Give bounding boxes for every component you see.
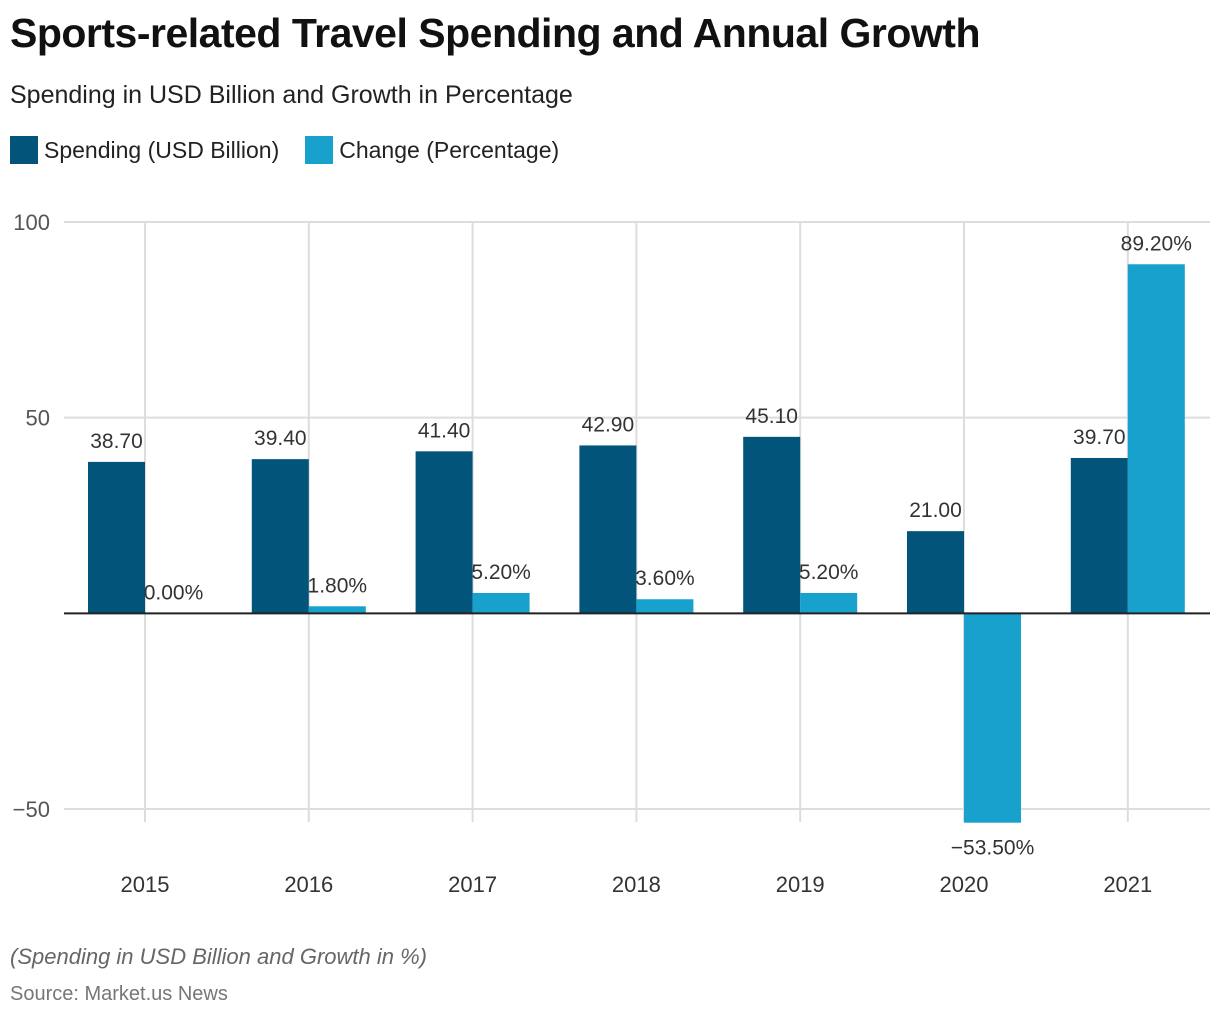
chart-subtitle: Spending in USD Billion and Growth in Pe… bbox=[10, 81, 573, 109]
chart-title: Sports-related Travel Spending and Annua… bbox=[10, 10, 981, 56]
x-tick-label: 2016 bbox=[284, 872, 333, 897]
y-tick-label: 50 bbox=[26, 406, 50, 431]
legend-item-change[interactable]: Change (Percentage) bbox=[305, 136, 559, 164]
bar-change bbox=[636, 599, 694, 614]
data-label-change: 89.20% bbox=[1121, 232, 1192, 255]
legend-label-change: Change (Percentage) bbox=[339, 136, 560, 163]
gridlines bbox=[64, 221, 1210, 822]
x-tick-label: 2018 bbox=[612, 872, 661, 897]
axis-labels: 100 50 −50 2015 2016 2017 2018 2019 2020 2021 bbox=[13, 210, 1153, 897]
data-label-spending: 21.00 bbox=[909, 499, 962, 522]
data-label-change: 5.20% bbox=[471, 561, 531, 584]
x-tick-label: 2020 bbox=[940, 872, 989, 897]
y-tick-label: −50 bbox=[13, 797, 50, 822]
data-label-change: 3.60% bbox=[635, 567, 695, 590]
data-label-spending: 45.10 bbox=[745, 405, 798, 428]
bar-change bbox=[800, 592, 858, 614]
data-label-change: 5.20% bbox=[799, 561, 859, 584]
bar-spending bbox=[907, 531, 964, 614]
x-tick-label: 2017 bbox=[448, 872, 497, 897]
data-label-change: −53.50% bbox=[951, 837, 1035, 860]
data-label-spending: 38.70 bbox=[90, 430, 143, 453]
data-label-spending: 41.40 bbox=[418, 419, 471, 442]
chart-source[interactable]: Source: Market.us News bbox=[10, 983, 228, 1005]
data-label-spending: 39.40 bbox=[254, 427, 307, 450]
bars bbox=[88, 264, 1185, 823]
bar-spending bbox=[1070, 457, 1128, 614]
legend-label-spending: Spending (USD Billion) bbox=[44, 136, 280, 163]
bar-change bbox=[472, 592, 530, 614]
bar-spending bbox=[743, 436, 801, 614]
bar-spending bbox=[579, 445, 637, 614]
bar-change bbox=[1127, 264, 1185, 614]
bar-spending bbox=[415, 451, 473, 614]
legend: Spending (USD Billion) Change (Percentag… bbox=[10, 136, 585, 164]
legend-item-spending[interactable]: Spending (USD Billion) bbox=[10, 136, 279, 164]
data-label-change: 0.00% bbox=[144, 581, 204, 604]
legend-swatch-spending bbox=[10, 136, 38, 164]
bar-spending bbox=[251, 459, 309, 614]
bar-change bbox=[308, 606, 366, 614]
legend-swatch-change bbox=[305, 136, 334, 164]
data-label-change: 1.80% bbox=[308, 574, 368, 597]
bar-change bbox=[964, 613, 1021, 823]
y-tick-label: 100 bbox=[13, 210, 50, 235]
x-tick-label: 2015 bbox=[121, 872, 170, 897]
data-label-spending: 42.90 bbox=[582, 413, 635, 436]
x-tick-label: 2019 bbox=[776, 872, 825, 897]
data-label-spending: 39.70 bbox=[1073, 426, 1126, 449]
data-labels: 38.70 0.00% 39.40 1.80% 41.40 5.20% 42.90 3.60%… bbox=[90, 232, 1192, 859]
chart-footnote: (Spending in USD Billion and Growth in %… bbox=[10, 944, 427, 969]
x-tick-label: 2021 bbox=[1103, 872, 1152, 897]
bar-spending bbox=[88, 461, 145, 614]
